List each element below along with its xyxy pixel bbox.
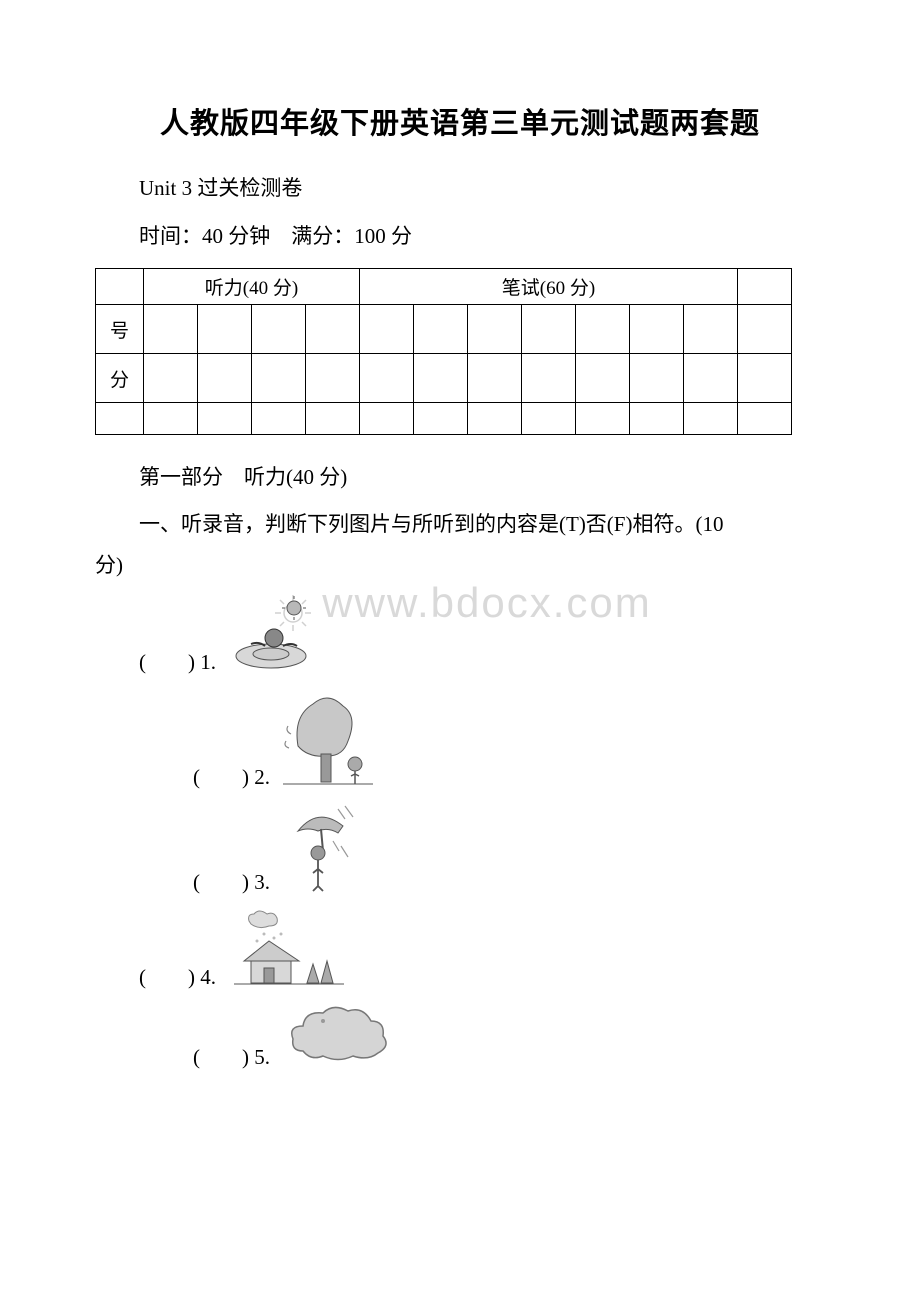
table-cell: [738, 403, 792, 435]
table-cell: [738, 305, 792, 354]
part-header: 第一部分 听力(40 分): [139, 461, 825, 491]
table-header-row: 听力(40 分) 笔试(60 分): [96, 269, 792, 305]
item-label: ( ) 2.: [193, 761, 275, 791]
table-cell: [522, 305, 576, 354]
row-label: 分: [96, 354, 144, 403]
listening-header: 听力(40 分): [144, 269, 360, 305]
item-label: ( ) 1.: [139, 646, 221, 676]
table-cell: [144, 305, 198, 354]
table-row: [96, 403, 792, 435]
table-cell: [144, 354, 198, 403]
list-item: ( ) 3.: [193, 801, 825, 896]
table-cell: [684, 403, 738, 435]
table-cell: [96, 403, 144, 435]
table-cell: [576, 354, 630, 403]
unit-subtitle: Unit 3 过关检测卷: [139, 172, 825, 202]
table-row: 号: [96, 305, 792, 354]
table-cell: [414, 403, 468, 435]
question-1-line-2: 分): [95, 549, 825, 579]
table-cell: [630, 305, 684, 354]
table-cell: [414, 305, 468, 354]
table-cell: [360, 403, 414, 435]
table-corner-cell: [96, 269, 144, 305]
table-cell: [252, 354, 306, 403]
time-score-line: 时间：40 分钟 满分：100 分: [139, 220, 825, 250]
table-extra-header: [738, 269, 792, 305]
table-cell: [306, 354, 360, 403]
tree-icon: [283, 686, 373, 791]
table-row: 分: [96, 354, 792, 403]
table-cell: [468, 305, 522, 354]
table-cell: [630, 354, 684, 403]
table-cell: [468, 354, 522, 403]
table-cell: [306, 305, 360, 354]
table-cell: [144, 403, 198, 435]
table-cell: [576, 305, 630, 354]
table-cell: [306, 403, 360, 435]
table-cell: [522, 354, 576, 403]
table-cell: [738, 354, 792, 403]
question-1-line-1: 一、听录音，判断下列图片与所听到的内容是(T)否(F)相符。(10: [139, 507, 825, 543]
table-cell: [684, 305, 738, 354]
item-label: ( ) 5.: [193, 1041, 275, 1071]
table-cell: [522, 403, 576, 435]
table-cell: [252, 305, 306, 354]
table-cell: [360, 354, 414, 403]
table-cell: [198, 354, 252, 403]
document-title: 人教版四年级下册英语第三单元测试题两套题: [95, 100, 825, 142]
cloud-icon: [283, 1001, 393, 1071]
table-cell: [414, 354, 468, 403]
list-item: ( ) 2.: [193, 686, 825, 791]
snow-house-icon: [229, 906, 344, 991]
item-label: ( ) 3.: [193, 866, 275, 896]
list-item: ( ) 1.: [139, 596, 825, 676]
table-cell: [684, 354, 738, 403]
table-cell: [630, 403, 684, 435]
list-item: ( ) 5.: [193, 1001, 825, 1071]
swim-icon: [229, 596, 314, 676]
table-cell: [198, 403, 252, 435]
list-item: ( ) 4.: [139, 906, 825, 991]
table-cell: [252, 403, 306, 435]
score-table: 听力(40 分) 笔试(60 分) 号 分: [95, 268, 792, 435]
written-header: 笔试(60 分): [360, 269, 738, 305]
table-cell: [198, 305, 252, 354]
row-label: 号: [96, 305, 144, 354]
table-cell: [468, 403, 522, 435]
umbrella-icon: [283, 801, 358, 896]
table-cell: [360, 305, 414, 354]
item-label: ( ) 4.: [139, 961, 221, 991]
table-cell: [576, 403, 630, 435]
